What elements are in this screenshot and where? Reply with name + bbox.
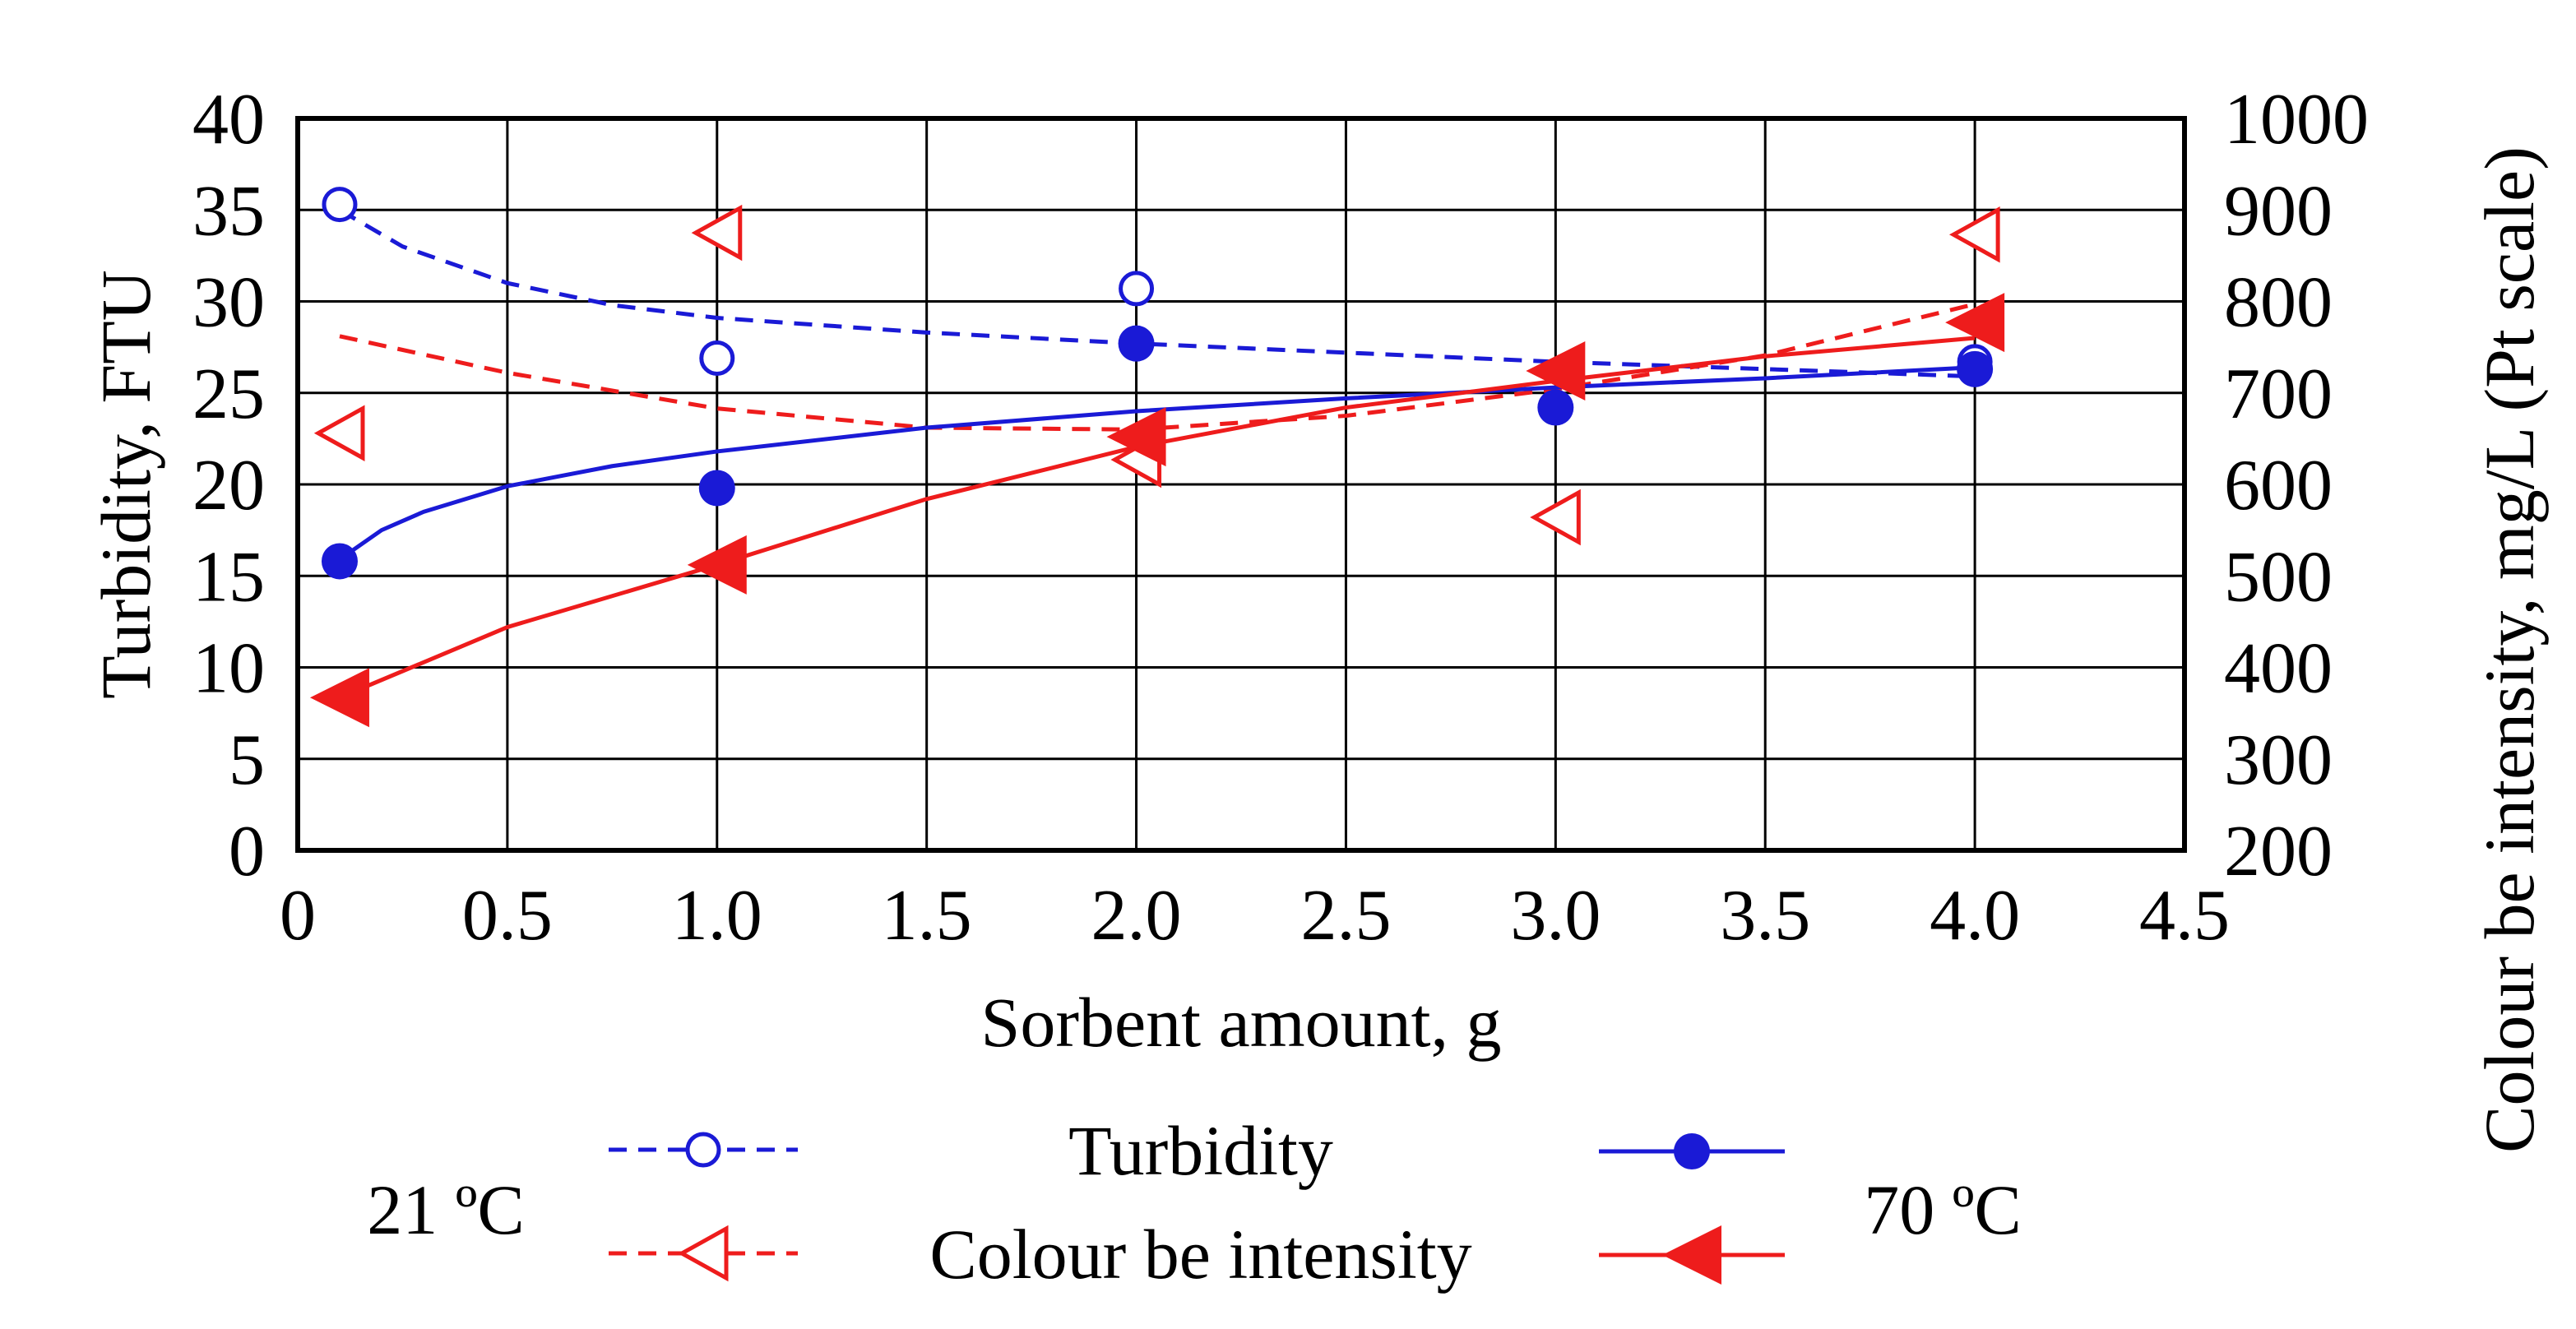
data-point-series-3 <box>1526 341 1586 401</box>
y-right-tick-label: 700 <box>2224 354 2333 434</box>
x-tick-label: 3.0 <box>1510 876 1601 956</box>
y-left-tick-label: 15 <box>192 537 265 617</box>
data-point-series-0 <box>1119 271 1155 307</box>
y-right-tick-label: 600 <box>2224 446 2333 526</box>
legend-swatch-marker-colour-21c <box>677 1225 729 1282</box>
x-axis-label: Sorbent amount, g <box>981 983 1502 1062</box>
y-axis-right-label: Colour be intensity, mg/L (Pt scale) <box>2470 146 2549 1153</box>
legend-swatch-marker-turbidity-21c <box>685 1132 721 1168</box>
data-point-series-3 <box>687 535 747 595</box>
y-right-tick-label: 800 <box>2224 263 2333 343</box>
data-point-series-2 <box>1118 325 1155 362</box>
y-right-tick-label: 500 <box>2224 537 2333 617</box>
data-point-series-2 <box>321 543 358 580</box>
x-tick-label: 4.5 <box>2139 876 2230 956</box>
data-point-series-1 <box>1530 489 1581 546</box>
legend-label-turbidity: Turbidity <box>1068 1111 1333 1190</box>
data-point-series-3 <box>309 668 369 728</box>
data-point-series-1 <box>1948 206 2000 263</box>
x-axis-ticks: 0 0.5 1.0 1.5 2.0 2.5 3.0 3.5 4.0 4.5 <box>280 876 2230 956</box>
legend-swatch-marker-turbidity-70c <box>1674 1133 1710 1169</box>
y-left-tick-label: 20 <box>192 446 265 526</box>
y-right-tick-label: 300 <box>2224 720 2333 800</box>
y-right-tick-label: 200 <box>2224 812 2333 891</box>
y-axis-left-ticks: 0 5 10 15 20 25 30 35 40 <box>192 80 265 891</box>
y-right-tick-label: 400 <box>2224 629 2333 709</box>
y-left-tick-label: 25 <box>192 354 265 434</box>
y-left-tick-label: 40 <box>192 80 265 160</box>
data-point-series-1 <box>691 204 743 262</box>
plot-area-frame <box>295 116 2187 853</box>
y-right-tick-label: 900 <box>2224 171 2333 251</box>
x-tick-label: 2.5 <box>1300 876 1391 956</box>
y-left-tick-label: 35 <box>192 171 265 251</box>
x-tick-label: 1.5 <box>882 876 972 956</box>
x-tick-label: 4.0 <box>1930 876 2020 956</box>
y-left-tick-label: 5 <box>229 720 265 800</box>
legend-label-21c: 21 ºC <box>367 1170 525 1249</box>
legend-swatch-marker-colour-70c <box>1662 1225 1721 1285</box>
y-right-tick-label: 1000 <box>2224 80 2369 160</box>
data-point-series-3 <box>1106 407 1166 467</box>
data-point-series-3 <box>1945 293 2005 353</box>
y-axis-left-label: Turbidity, FTU <box>86 270 165 699</box>
data-markers <box>309 187 2005 728</box>
data-point-series-0 <box>322 187 358 223</box>
data-point-series-1 <box>313 405 365 461</box>
y-left-tick-label: 10 <box>192 629 265 709</box>
data-point-series-0 <box>699 340 735 376</box>
x-tick-label: 1.0 <box>672 876 762 956</box>
grid <box>298 118 2185 850</box>
data-point-series-2 <box>698 470 735 507</box>
y-left-tick-label: 0 <box>229 812 265 891</box>
x-tick-label: 2.0 <box>1091 876 1182 956</box>
x-tick-label: 0.5 <box>462 876 553 956</box>
legend: 21 ºC 70 ºC Turbidity Colour be intensit… <box>367 1111 2022 1294</box>
data-point-series-2 <box>1537 389 1574 426</box>
legend-swatches <box>609 1132 1785 1285</box>
x-tick-label: 3.5 <box>1720 876 1810 956</box>
trend-line-series-2 <box>338 365 1976 562</box>
legend-label-colour: Colour be intensity <box>929 1215 1471 1294</box>
trend-line-series-0 <box>338 208 1976 379</box>
y-axis-right-ticks: 200 300 400 500 600 700 800 900 1000 <box>2224 80 2369 891</box>
legend-label-70c: 70 ºC <box>1864 1170 2022 1249</box>
y-left-tick-label: 30 <box>192 263 265 343</box>
data-point-series-2 <box>1957 350 1994 387</box>
x-tick-label: 0 <box>280 876 316 956</box>
